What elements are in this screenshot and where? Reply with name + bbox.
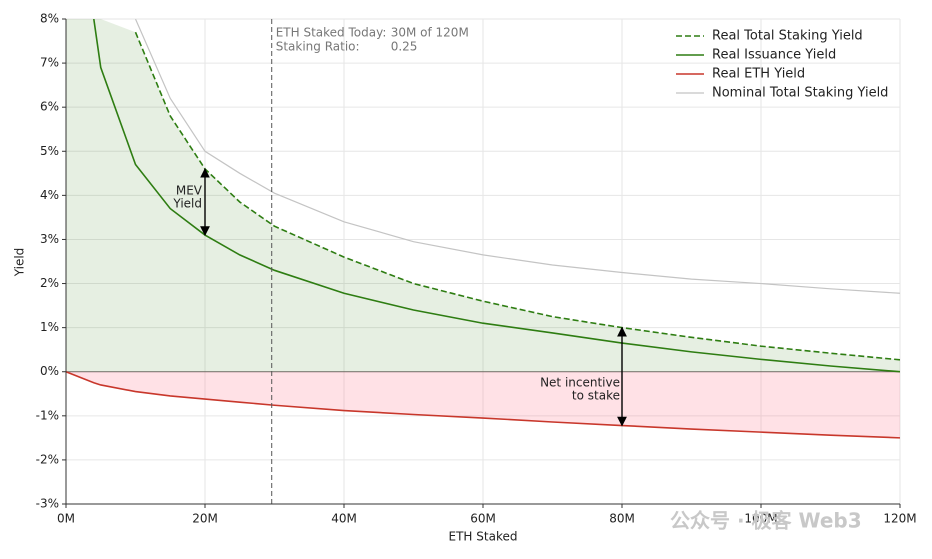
series-line <box>93 19 900 373</box>
x-tick-label: 0M <box>57 512 75 526</box>
y-tick-label: 5% <box>40 144 59 158</box>
y-tick-label: 7% <box>40 56 59 70</box>
info-value: 30M of 120M <box>391 26 469 40</box>
info-value: 0.25 <box>391 40 418 54</box>
annotation-text: Yield <box>172 197 202 211</box>
legend-label: Nominal Total Staking Yield <box>712 86 888 101</box>
y-tick-label: 0% <box>40 364 59 378</box>
y-tick-label: -1% <box>36 408 59 422</box>
x-tick-label: 120M <box>883 512 916 526</box>
x-tick-label: 20M <box>192 512 218 526</box>
x-tick-label: 60M <box>470 512 496 526</box>
legend-label: Real ETH Yield <box>712 67 805 82</box>
y-tick-label: -3% <box>36 497 59 511</box>
info-label: ETH Staked Today: <box>276 26 387 40</box>
annotation-text: to stake <box>572 389 620 403</box>
watermark: 公众号 · 极客 Web3 <box>670 509 862 533</box>
area-fill <box>66 19 900 372</box>
y-tick-label: -2% <box>36 452 59 466</box>
info-label: Staking Ratio: <box>276 40 360 54</box>
annotation-text: Net incentive <box>540 376 620 390</box>
y-tick-label: 4% <box>40 188 59 202</box>
x-axis-label: ETH Staked <box>449 530 518 544</box>
x-tick-label: 100M <box>744 512 777 526</box>
legend-label: Real Total Staking Yield <box>712 29 863 44</box>
annotation-text: MEV <box>176 184 203 198</box>
y-tick-label: 2% <box>40 276 59 290</box>
y-tick-label: 3% <box>40 232 59 246</box>
y-tick-label: 1% <box>40 320 59 334</box>
y-tick-label: 6% <box>40 100 59 114</box>
x-tick-label: 80M <box>609 512 635 526</box>
y-tick-label: 8% <box>40 12 59 26</box>
series-line <box>66 370 900 439</box>
y-axis-label: Yield <box>13 248 27 278</box>
area-fill <box>66 371 900 438</box>
x-tick-label: 40M <box>331 512 357 526</box>
series-line <box>134 19 900 294</box>
plot-area <box>66 19 900 439</box>
legend-label: Real Issuance Yield <box>712 48 836 63</box>
